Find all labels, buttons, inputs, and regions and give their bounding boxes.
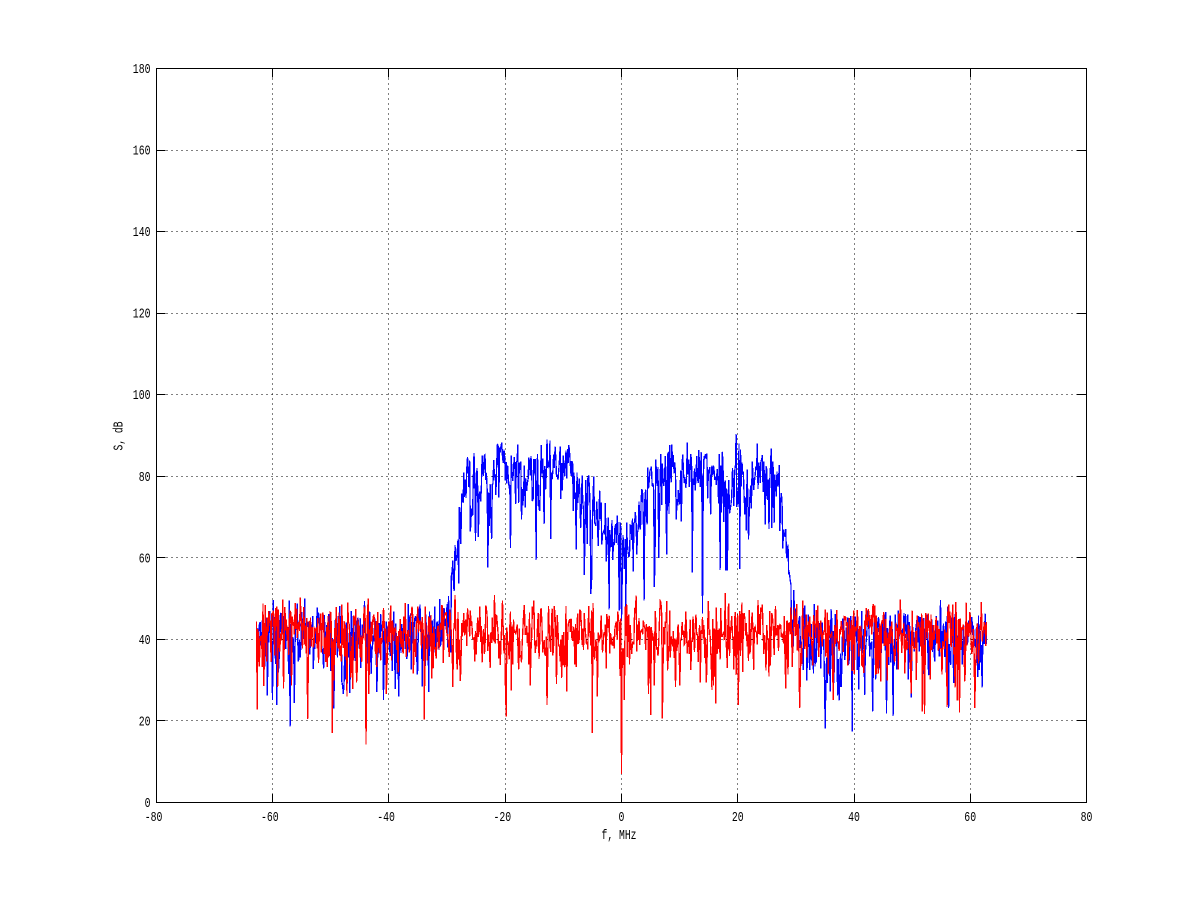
svg-text:f, MHz: f, MHz <box>602 828 637 844</box>
svg-text:60: 60 <box>964 810 976 826</box>
svg-text:40: 40 <box>848 810 860 826</box>
svg-text:160: 160 <box>133 144 151 160</box>
svg-text:-60: -60 <box>261 810 279 826</box>
svg-text:-80: -80 <box>145 810 163 826</box>
svg-text:180: 180 <box>133 62 151 78</box>
svg-text:80: 80 <box>1081 810 1093 826</box>
svg-text:20: 20 <box>139 714 151 730</box>
svg-text:0: 0 <box>619 810 625 826</box>
svg-text:140: 140 <box>133 225 151 241</box>
svg-text:0: 0 <box>145 796 151 812</box>
svg-text:80: 80 <box>139 470 151 486</box>
svg-text:120: 120 <box>133 307 151 323</box>
svg-text:60: 60 <box>139 551 151 567</box>
svg-text:-40: -40 <box>377 810 395 826</box>
svg-text:40: 40 <box>139 633 151 649</box>
svg-text:100: 100 <box>133 388 151 404</box>
svg-text:S, dB: S, dB <box>112 422 128 451</box>
svg-text:20: 20 <box>732 810 744 826</box>
svg-text:-20: -20 <box>493 810 511 826</box>
